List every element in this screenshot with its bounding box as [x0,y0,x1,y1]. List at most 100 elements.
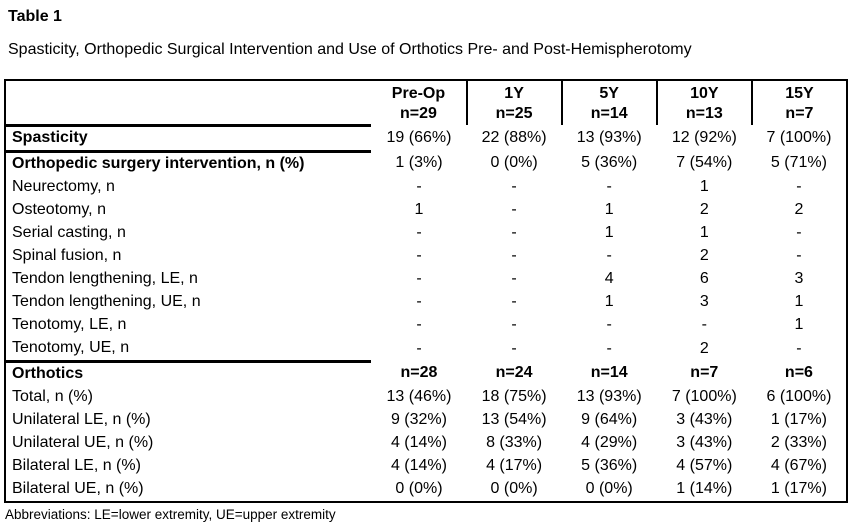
value-cell: 4 (57%) [676,457,733,474]
value-cell: 1 (17%) [770,411,827,428]
row-label: Tenotomy, LE, n [12,316,127,333]
value-cell: 4 (67%) [770,457,827,474]
value-cell: 2 (33%) [770,434,827,451]
value-cell: 12 (92%) [671,129,737,146]
value-cell: - [511,224,517,241]
table-row: Serial casting, n - - 1 1 - [5,222,847,245]
value-cell: 4 (29%) [581,434,638,451]
value-cell: n=14 [590,364,628,382]
value-cell: 1 (14%) [676,480,733,497]
value-cell: 1 (17%) [770,480,827,497]
value-cell: 6 (100%) [766,388,832,405]
abbreviations-note: Abbreviations: LE=lower extremity, UE=up… [5,506,336,522]
row-label: Tendon lengthening, UE, n [12,293,201,310]
row-label: Osteotomy, n [12,201,106,218]
value-cell: 5 (36%) [581,154,638,172]
value-cell: 0 (0%) [395,480,443,497]
value-cell: - [796,247,802,264]
value-cell: 1 [414,201,424,218]
row-label: Tenotomy, UE, n [5,336,372,363]
value-cell: 7 (54%) [676,154,733,172]
header-period: 1Y [504,85,524,102]
header-col-5y: 5Y n=14 [560,80,657,125]
header-col-preop: Pre-Op n=29 [371,80,466,125]
value-cell: - [796,224,802,241]
value-cell: - [701,316,707,333]
value-cell: 7 (100%) [671,388,737,405]
value-cell: 18 (75%) [481,388,547,405]
value-cell: - [796,339,802,357]
value-cell: 1 [699,178,709,195]
row-label: Orthotics [12,365,84,382]
value-cell: - [416,224,422,241]
value-cell: - [416,270,422,287]
table-row: Neurectomy, n - - - 1 - [5,176,847,199]
value-cell: - [606,316,612,333]
value-cell: - [416,339,422,357]
row-label: Orthopedic surgery intervention, n (%) [12,155,305,172]
table-row: Orthopedic surgery intervention, n (%) 1 … [5,151,847,176]
value-cell: - [511,293,517,310]
row-label: Total, n (%) [12,388,93,405]
row-label: Serial casting, n [12,224,126,241]
table-row: Total, n (%) 13 (46%) 18 (75%) 13 (93%) 7 (1… [5,386,847,409]
value-cell: 9 (64%) [581,411,638,428]
value-cell: 3 (43%) [676,411,733,428]
value-cell: 4 (14%) [390,457,447,474]
value-cell: - [511,201,517,218]
value-cell: 3 [699,293,709,310]
header-n: n=7 [785,105,814,122]
value-cell: 13 (93%) [576,388,642,405]
value-cell: 1 [604,224,614,241]
table-row: Tenotomy, LE, n - - - - 1 [5,314,847,337]
header-period: 5Y [599,85,619,102]
value-cell: 19 (66%) [386,129,452,146]
value-cell: 1 (3%) [395,154,443,172]
value-cell: 1 [604,293,614,310]
data-table: Pre-Op n=29 1Y n=25 5Y n=14 10Y n=13 15Y [4,79,848,503]
row-label: Spasticity [5,125,372,153]
row-label: Tendon lengthening, LE, n [12,270,198,287]
value-cell: n=28 [400,364,438,382]
table-row: Unilateral LE, n (%) 9 (32%) 13 (54%) 9 (64… [5,409,847,432]
table-row: Osteotomy, n 1 - 1 2 2 [5,199,847,222]
value-cell: 1 [794,293,804,310]
value-cell: 4 (17%) [486,457,543,474]
value-cell: - [416,247,422,264]
value-cell: 5 (36%) [581,457,638,474]
value-cell: 13 (93%) [576,129,642,146]
value-cell: - [416,316,422,333]
row-label: Unilateral LE, n (%) [12,411,151,428]
table-row: Spinal fusion, n - - - 2 - [5,245,847,268]
header-empty-cell [5,80,372,127]
value-cell: - [416,178,422,195]
value-cell: 3 [794,270,804,287]
header-period: 15Y [785,85,814,102]
value-cell: 2 [699,201,709,218]
value-cell: 0 (0%) [585,480,633,497]
value-cell: - [796,178,802,195]
header-n: n=13 [685,105,723,122]
header-col-10y: 10Y n=13 [655,80,752,125]
header-col-1y: 1Y n=25 [465,80,562,125]
value-cell: 8 (33%) [486,434,543,451]
table-row: Bilateral UE, n (%) 0 (0%) 0 (0%) 0 (0%) 1 (… [5,478,847,502]
table-row: Orthotics n=28 n=24 n=14 n=7 n=6 [5,361,847,386]
value-cell: 6 [699,270,709,287]
value-cell: 7 (100%) [766,129,832,146]
value-cell: - [511,270,517,287]
value-cell: n=7 [690,364,719,382]
table-row: Tendon lengthening, UE, n - - 1 3 1 [5,291,847,314]
value-cell: - [606,247,612,264]
value-cell: 5 (71%) [770,154,827,172]
table-row: Spasticity 19 (66%) 22 (88%) 13 (93%) 12 (92… [5,125,847,153]
header-col-15y: 15Y n=7 [750,80,847,125]
value-cell: 3 (43%) [676,434,733,451]
table-body: Spasticity 19 (66%) 22 (88%) 13 (93%) 12 (92… [5,125,847,502]
value-cell: 2 [699,247,709,264]
value-cell: 9 (32%) [390,411,447,428]
value-cell: 13 (46%) [386,388,452,405]
value-cell: 2 [794,201,804,218]
value-cell: 4 [604,270,614,287]
